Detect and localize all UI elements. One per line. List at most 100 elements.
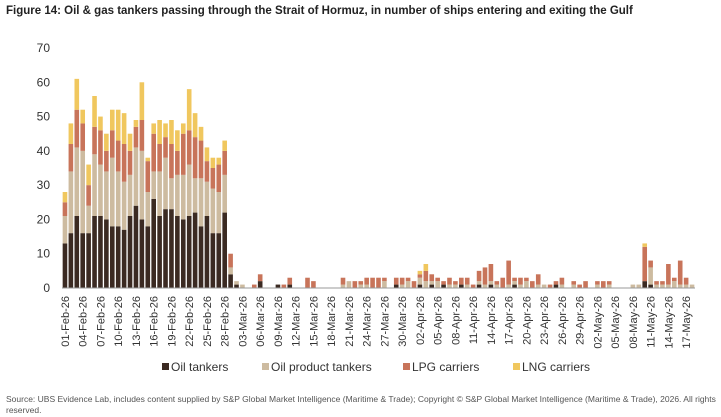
bar-segment — [257, 281, 263, 288]
bar-segment — [210, 233, 216, 288]
bar-segment — [80, 123, 86, 151]
bar-segment — [583, 281, 588, 288]
bar-segment — [192, 137, 198, 179]
bar-segment — [606, 284, 612, 288]
bar-segment — [666, 284, 671, 288]
x-tick-label: 27-Mar-26 — [379, 296, 391, 347]
bar-segment — [80, 109, 86, 124]
bar-segment — [210, 157, 216, 168]
bar-segment — [240, 284, 245, 288]
bar-segment — [216, 192, 222, 234]
bar-segment — [109, 226, 115, 288]
x-tick-label: 08-May-26 — [628, 296, 640, 349]
bar-segment — [115, 140, 121, 172]
bar-segment — [601, 281, 606, 288]
bar-segment — [169, 120, 174, 144]
bar-segment — [512, 284, 517, 288]
x-tick-label: 14-Apr-26 — [486, 296, 498, 345]
bar-segment — [127, 133, 133, 151]
bar-segment — [417, 274, 423, 278]
bar-segment — [216, 233, 222, 288]
bar-segment — [98, 130, 103, 165]
legend-swatch — [162, 363, 169, 370]
bar-segment — [435, 277, 440, 282]
bar-segment — [151, 171, 156, 199]
bar-segment — [595, 284, 600, 288]
x-tick-label: 18-Mar-26 — [326, 296, 338, 347]
x-tick-label: 15-Mar-26 — [308, 296, 320, 347]
bar-segment — [180, 133, 186, 175]
bar-segment — [222, 212, 227, 288]
bar-segment — [305, 277, 310, 288]
bar-segment — [689, 284, 695, 288]
bar-segment — [281, 284, 287, 288]
bar-segment — [133, 205, 139, 288]
bar-segment — [287, 277, 293, 285]
bar-segment — [192, 212, 198, 288]
bar-segment — [133, 126, 139, 148]
bar-segment — [234, 281, 239, 285]
x-tick-label: 16-Feb-26 — [149, 296, 161, 347]
bar-segment — [642, 281, 648, 288]
bar-segment — [482, 284, 488, 288]
source: Source: UBS Evidence Lab, includes conte… — [6, 394, 716, 415]
bar-segment — [459, 277, 464, 285]
bar-segment — [198, 226, 204, 288]
bar-segment — [530, 281, 535, 288]
bar-segment — [399, 277, 405, 285]
bar-segment — [104, 133, 109, 151]
bar-segment — [382, 277, 387, 282]
x-tick-label: 22-Feb-26 — [184, 296, 196, 347]
bar-segment — [671, 281, 677, 288]
bar-segment — [151, 133, 156, 172]
bar-segment — [417, 277, 423, 285]
x-tick-label: 02-May-26 — [592, 296, 604, 349]
bar-segment — [192, 113, 198, 138]
bar-segment — [163, 157, 168, 210]
bar-segment — [186, 164, 192, 216]
bar-segment — [476, 281, 482, 285]
y-tick-label: 10 — [37, 247, 51, 261]
bar-segment — [145, 161, 151, 192]
bar-segment — [411, 281, 417, 288]
bar-segment — [74, 147, 80, 216]
bar-segment — [553, 281, 559, 285]
bar-segment — [429, 281, 435, 285]
bar-segment — [405, 277, 411, 282]
bar-segment — [642, 243, 648, 247]
bar-segment — [80, 233, 86, 288]
bar-segment — [453, 284, 458, 288]
bar-segment — [109, 130, 115, 158]
bar-segment — [121, 144, 127, 182]
bar-segment — [453, 281, 458, 285]
bar-segment — [648, 284, 653, 288]
y-tick-label: 20 — [37, 212, 51, 226]
bar-segment — [210, 168, 216, 189]
bar-segment — [358, 284, 364, 288]
bar-segment — [68, 123, 74, 144]
bar-segment — [654, 284, 659, 288]
bar-segment — [464, 284, 470, 288]
x-tick-label: 04-Feb-26 — [78, 296, 90, 347]
bar-segment — [180, 219, 186, 288]
bar-segment — [435, 281, 440, 288]
bar-segment — [139, 150, 145, 220]
bar-segment — [157, 120, 162, 144]
legend-label: Oil tankers — [171, 360, 228, 374]
y-tick-label: 40 — [37, 144, 51, 158]
bar-segment — [169, 144, 174, 179]
bar-segment — [139, 120, 145, 151]
bar-segment — [133, 120, 139, 127]
bar-segment — [464, 277, 470, 285]
source-text: Source: UBS Evidence Lab, includes conte… — [6, 394, 716, 415]
bar-segment — [204, 147, 210, 162]
bar-segment — [115, 109, 121, 141]
bar-segment — [139, 82, 145, 120]
legend-label: Oil product tankers — [271, 360, 372, 374]
x-tick-label: 26-Apr-26 — [557, 296, 569, 345]
bar-segment — [547, 284, 553, 288]
bar-segment — [417, 284, 423, 288]
bar-segment — [157, 216, 162, 288]
bar-segment — [127, 150, 133, 175]
bar-segment — [683, 284, 689, 288]
